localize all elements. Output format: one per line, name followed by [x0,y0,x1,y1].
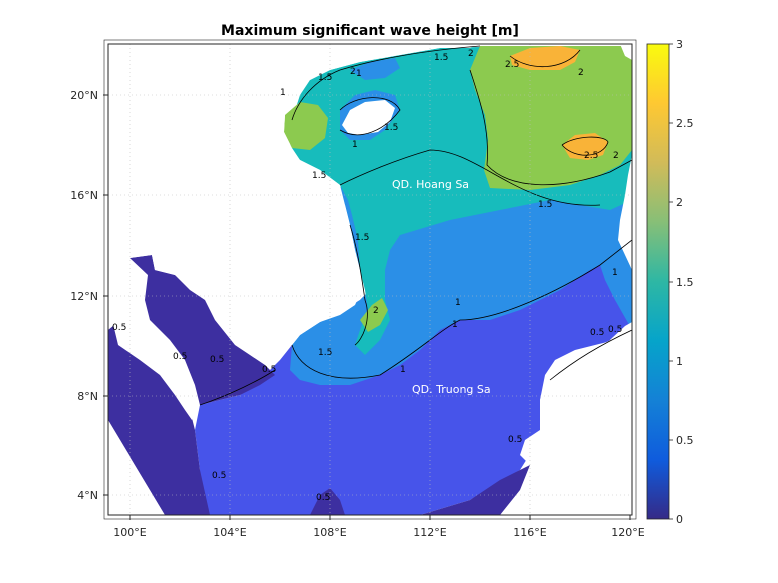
chart-title: Maximum significant wave height [m] [221,23,519,39]
y-tick-label: 16°N [70,189,98,202]
contour-label: 1.5 [318,348,332,358]
contour-1-gulf [339,97,401,136]
contour-label: 1 [400,365,406,375]
contour-2-north [469,69,632,186]
contour-label: 2.5 [584,151,598,161]
contour-label: 0.5 [508,435,522,445]
land-luzon [618,155,632,270]
contour-label: 1.5 [355,233,369,243]
label-spratly: QD. Truong Sa [412,383,491,396]
contour-label: 1 [352,140,358,150]
wave-zone-2.5-3-north [510,46,580,70]
contour-label: 0.5 [173,352,187,362]
contour-label: 1 [612,268,618,278]
colorbar-tick-label: 1 [676,355,683,368]
contour-label: 0.5 [212,471,226,481]
y-axis: 4°N 8°N 12°N 16°N 20°N [70,89,108,502]
land-borneo [520,330,632,515]
contour-label: 0.5 [590,328,604,338]
y-tick-label: 20°N [70,89,98,102]
contour-label: 1.5 [312,171,326,181]
contour-lines [199,45,632,406]
contour-label: 2.5 [505,60,519,70]
x-tick-label: 108°E [313,526,346,539]
map-inner-frame [103,39,637,520]
x-tick-label: 116°E [513,526,546,539]
y-tick-label: 8°N [77,390,98,403]
map-area: 1.5 1.5 2 2 2.5 1 1 2 1.5 1 2.5 2 1.5 1.… [108,44,632,515]
contour-label: 1 [280,88,286,98]
x-tick-label: 104°E [213,526,246,539]
contour-label: 0.5 [210,355,224,365]
contour-1.5-north [291,45,481,121]
y-tick-label: 4°N [77,489,98,502]
contour-label: 1.5 [434,53,448,63]
contour-label: 1 [452,320,458,330]
wave-zone-0-0.5-south [310,488,345,515]
land-sumatra-strip [108,420,165,515]
wave-zone-2-2.5-west [284,102,328,150]
map-frame [107,43,633,516]
land-hainan [342,100,395,135]
x-tick-label: 112°E [413,526,446,539]
colorbar-tick-label: 1.5 [676,276,694,289]
land-taiwan [620,44,632,60]
land-palawan [598,322,632,360]
colorbar-tick-label: 0.5 [676,434,694,447]
colorbar-gradient [646,43,670,520]
contour-2.5-east [561,136,609,156]
contour-label: 2 [468,49,474,59]
wave-zone-north-coast [350,58,400,80]
contour-label: 0.5 [112,323,126,333]
land-malay-peninsula [112,258,200,420]
contour-label: 2 [578,68,584,78]
land-china-south [300,44,480,80]
contour-label: 2 [613,151,619,161]
grid [108,44,632,515]
label-paracel: QD. Hoang Sa [392,178,469,191]
contour-1.5-central [339,149,601,206]
colorbar-tick-label: 2 [676,196,683,209]
contour-label: 0.5 [262,365,276,375]
wave-zone-0-0.5-borneo-south [420,465,530,515]
land-indochina [108,44,362,360]
colorbar-tick-label: 0 [676,513,683,526]
colorbar-tick-label: 2.5 [676,117,694,130]
contour-label: 1.5 [318,73,332,83]
contour-label: 1 [356,69,362,79]
contour-0.5-gulf [199,369,276,406]
x-tick-label: 100°E [113,526,146,539]
contour-0.5-east [549,329,632,381]
colorbar: 0 0.5 1 1.5 2 2.5 3 [646,38,694,526]
colorbar-tick-label: 3 [676,38,683,51]
contour-label: 1.5 [384,123,398,133]
contour-label: 0.5 [608,325,622,335]
contour-label: 1 [455,298,461,308]
contour-1.5-coast [349,224,368,346]
x-axis: 100°E 104°E 108°E 112°E 116°E 120°E [113,515,645,539]
contour-label: 2 [350,67,356,77]
contour-label: 2 [373,306,379,316]
x-tick-label: 120°E [611,526,644,539]
land-east-gulf-island [565,465,590,498]
contour-label: 0.5 [316,493,330,503]
wave-zone-2-2.5-south [360,298,388,332]
contour-labels: 1.5 1.5 2 2 2.5 1 1 2 1.5 1 2.5 2 1.5 1.… [112,49,622,503]
y-tick-label: 12°N [70,290,98,303]
contour-1-south [291,239,632,379]
contour-2.5-north [509,49,581,67]
contour-label: 1.5 [538,200,552,210]
